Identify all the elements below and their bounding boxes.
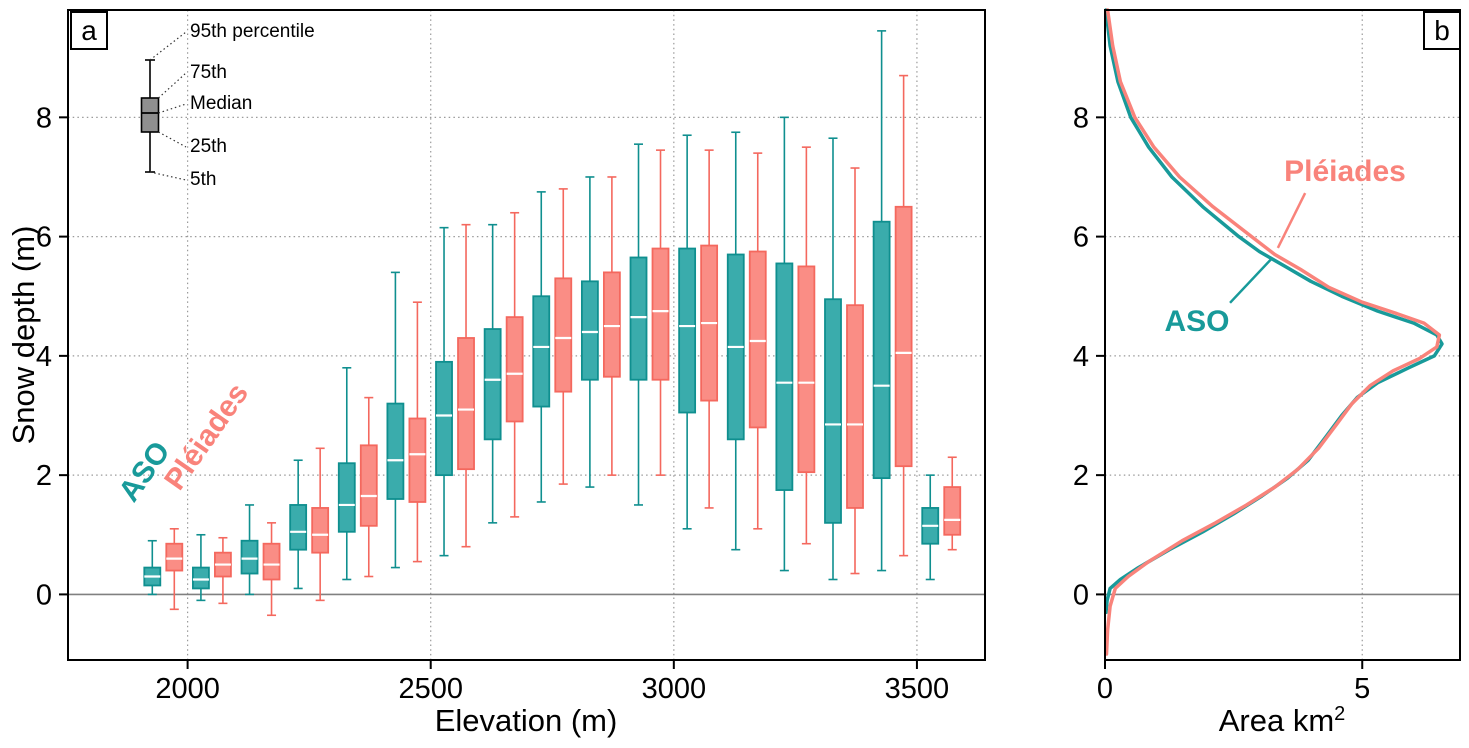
x-tick-label: 2500 bbox=[398, 673, 463, 705]
boxplot bbox=[700, 149, 719, 509]
boxplot bbox=[846, 167, 864, 575]
boxplot bbox=[726, 131, 745, 551]
boxplot bbox=[748, 152, 767, 530]
x-tick-label: 3500 bbox=[885, 673, 950, 705]
boxplot bbox=[775, 116, 794, 572]
boxplot bbox=[943, 456, 962, 551]
boxplot bbox=[165, 528, 184, 611]
panel-a-gridlines bbox=[68, 10, 985, 660]
boxplot-series-aso bbox=[143, 30, 940, 602]
inset-label-5th: 5th bbox=[190, 169, 217, 190]
y-tick-label: 2 bbox=[36, 460, 52, 492]
series-label-aso-b: ASO bbox=[1164, 305, 1230, 338]
boxplot bbox=[457, 223, 475, 548]
y-tick-label: 2 bbox=[1073, 460, 1089, 492]
boxplot bbox=[262, 522, 281, 617]
boxplot bbox=[797, 146, 816, 545]
boxplot-legend-inset bbox=[140, 31, 187, 181]
boxplot-series-pleiades bbox=[165, 74, 962, 617]
inset-leader-line bbox=[158, 131, 187, 148]
boxplot bbox=[602, 176, 621, 476]
inset-label-75th: 75th bbox=[190, 62, 227, 83]
inset-label-95th: 95th percentile bbox=[190, 21, 315, 42]
boxplot bbox=[408, 301, 427, 563]
y-tick-label: 4 bbox=[1073, 341, 1089, 373]
y-tick-label: 4 bbox=[36, 341, 52, 373]
y-tick-label: 0 bbox=[36, 579, 52, 611]
y-tick-label: 6 bbox=[1073, 222, 1089, 254]
boxplot bbox=[386, 271, 405, 569]
boxplot bbox=[289, 459, 308, 590]
inset-leader-line bbox=[149, 31, 187, 61]
x-tick-label: 0 bbox=[1097, 673, 1113, 705]
boxplot bbox=[337, 366, 356, 581]
boxplot bbox=[192, 533, 210, 602]
inset-label-25th: 25th bbox=[190, 136, 227, 157]
panel-b-ticks: 0 5 0 2 4 6 8 bbox=[1073, 102, 1370, 705]
panel-a-letter: a bbox=[70, 11, 108, 50]
panel-b-gridlines bbox=[1105, 10, 1460, 660]
boxplot bbox=[214, 536, 232, 605]
boxplot bbox=[580, 176, 599, 488]
y-tick-label: 8 bbox=[36, 102, 52, 134]
area-curve-pleiades bbox=[1104, 8, 1442, 656]
boxplot bbox=[894, 74, 913, 557]
panel-a-x-axis-label: Elevation (m) bbox=[434, 703, 618, 738]
panel-b-x-axis-label-text: Area km bbox=[1218, 703, 1335, 739]
label-leader-line bbox=[1229, 257, 1274, 304]
boxplot bbox=[505, 211, 524, 518]
panel-b-letter: b bbox=[1423, 11, 1461, 50]
boxplot bbox=[921, 474, 940, 581]
y-tick-label: 0 bbox=[1073, 579, 1089, 611]
boxplot bbox=[872, 30, 891, 572]
series-label-pleiades-b: Pléiades bbox=[1284, 155, 1406, 188]
boxplot bbox=[532, 191, 551, 503]
y-tick-label: 6 bbox=[36, 222, 52, 254]
inset-leader-line bbox=[149, 171, 187, 181]
boxplot bbox=[435, 226, 453, 557]
y-tick-label: 8 bbox=[1073, 102, 1089, 134]
boxplot bbox=[483, 223, 502, 524]
boxplot bbox=[678, 134, 697, 530]
boxplot bbox=[824, 137, 842, 581]
x-tick-label: 2000 bbox=[155, 673, 220, 705]
boxplot bbox=[143, 539, 162, 596]
panel-a-frame bbox=[67, 9, 986, 661]
panel-a-ticks: 2000 2500 3000 3500 0 2 4 6 8 bbox=[36, 102, 949, 705]
boxplot bbox=[629, 143, 648, 506]
x-tick-label: 5 bbox=[1354, 673, 1370, 705]
boxplot bbox=[359, 396, 378, 578]
x-tick-label: 3000 bbox=[642, 673, 707, 705]
panel-b-x-axis-label: Area km2 bbox=[1219, 703, 1346, 739]
panel-a-y-axis-label: Snow depth (m) bbox=[6, 225, 41, 445]
inset-leader-line bbox=[158, 72, 187, 99]
label-leader-line bbox=[1276, 192, 1307, 249]
inset-label-median: Median bbox=[190, 93, 253, 114]
panel-b-frame bbox=[1104, 9, 1461, 661]
boxplot bbox=[554, 188, 573, 485]
boxplot bbox=[311, 447, 330, 602]
inset-leader-line bbox=[158, 103, 187, 114]
panel-b-x-axis-label-sup: 2 bbox=[1334, 702, 1346, 725]
boxplot bbox=[651, 149, 670, 476]
boxplot bbox=[240, 504, 259, 596]
